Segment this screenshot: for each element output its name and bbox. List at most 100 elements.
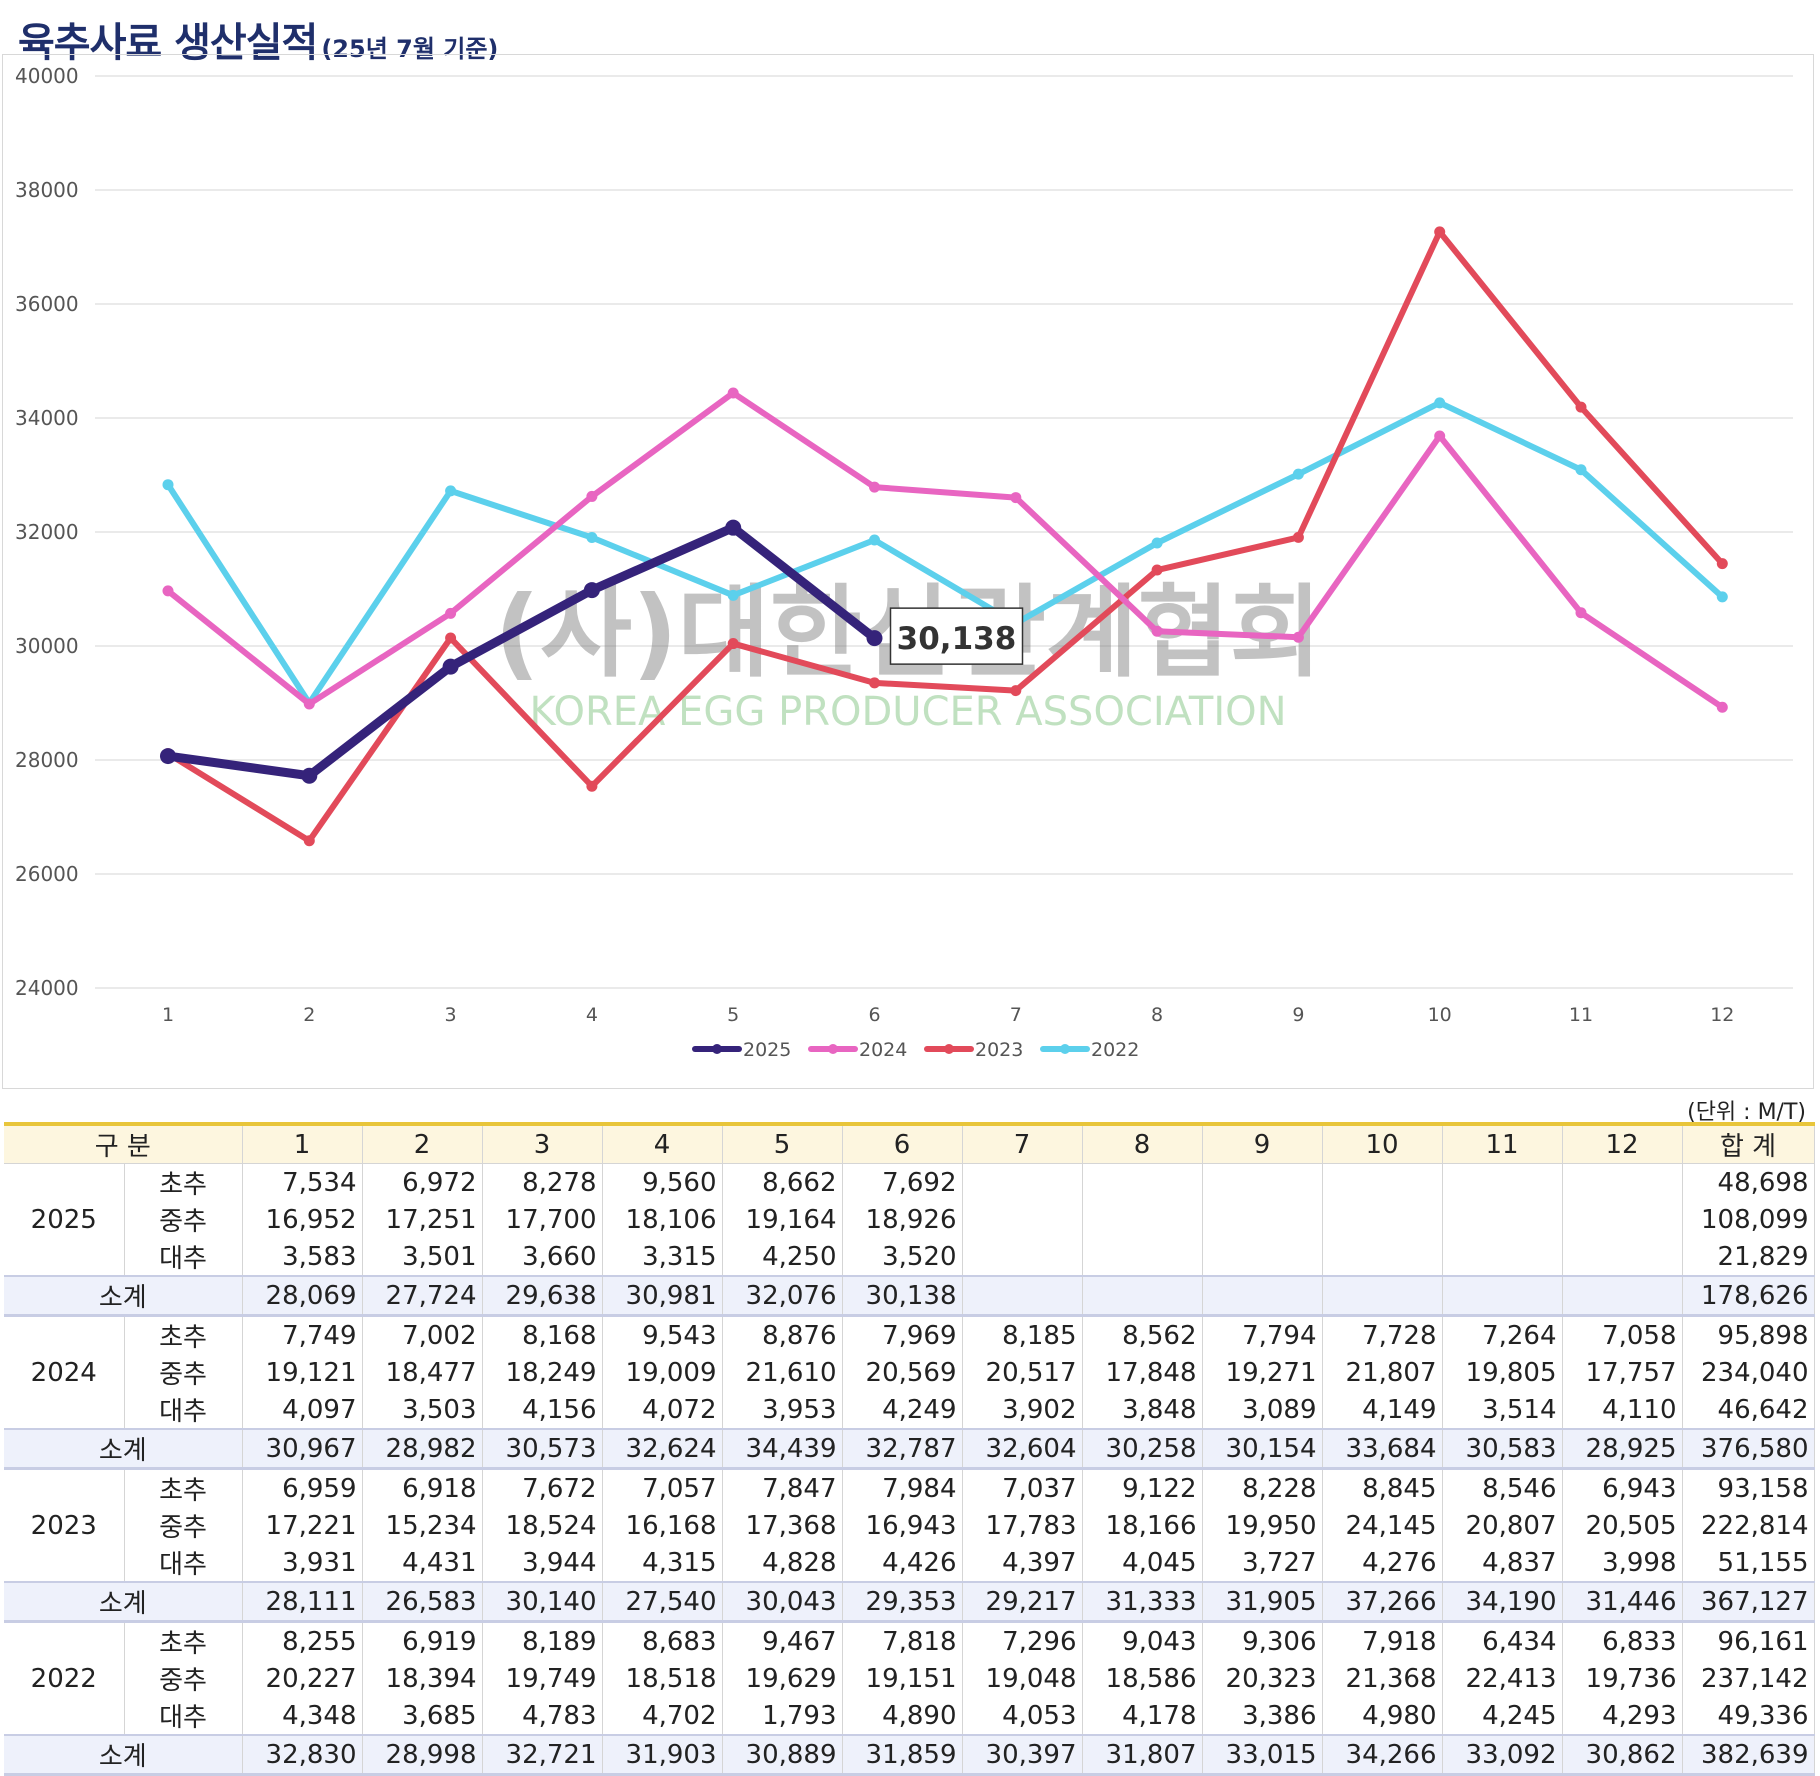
table-cell: 3,503 [362,1391,483,1429]
subtotal-cell: 30,967 [242,1428,363,1470]
subtotal-cell: 31,903 [602,1734,723,1776]
data-point-2024 [162,585,174,597]
row-label: 중추 [124,1201,243,1238]
table-cell: 17,700 [482,1201,603,1238]
table-row: 2025 초추 7,534 6,972 8,278 9,560 8,662 7,692 48,6… [4,1163,1815,1277]
y-tick-label: 30000 [15,634,79,658]
table-cell: 20,505 [1562,1507,1683,1544]
subtotal-cell: 33,092 [1442,1734,1563,1776]
data-point-2023 [1716,558,1728,570]
table-cell: 3,998 [1562,1544,1683,1582]
data-point-2024 [1010,492,1022,504]
data-point-2023 [445,632,457,644]
table-cell: 4,397 [962,1544,1083,1582]
x-tick-label: 8 [1151,1004,1163,1026]
table-cell: 18,394 [362,1660,483,1697]
row-total: 51,155 [1682,1544,1815,1582]
subtotal-total: 178,626 [1682,1275,1815,1317]
table-cell [1202,1163,1323,1201]
subtotal-cell: 30,862 [1562,1734,1683,1776]
table-cell: 9,122 [1082,1468,1203,1507]
subtotal-cell: 30,043 [722,1581,843,1623]
table-cell: 3,727 [1202,1544,1323,1582]
table-cell: 4,110 [1562,1391,1683,1429]
table-cell: 16,168 [602,1507,723,1544]
table-cell [1322,1163,1443,1201]
table-cell [1442,1238,1563,1276]
annotation-label: 30,138 [897,621,1017,657]
table-cell: 4,156 [482,1391,603,1429]
data-point-2024 [303,698,315,710]
table-cell: 6,833 [1562,1621,1683,1660]
row-label: 중추 [124,1660,243,1697]
subtotal-cell: 31,446 [1562,1581,1683,1623]
subtotal-cell: 32,721 [482,1734,603,1776]
subtotal-total: 367,127 [1682,1581,1815,1623]
header-category: 구 분 [4,1122,243,1164]
subtotal-cell: 30,889 [722,1734,843,1776]
table-cell: 17,757 [1562,1354,1683,1391]
table-cell: 4,293 [1562,1697,1683,1735]
y-tick-label: 36000 [15,292,79,316]
table-cell: 8,255 [242,1621,363,1660]
table-cell: 8,278 [482,1163,603,1201]
year-label: 2022 [4,1621,125,1736]
data-point-2024 [445,607,457,619]
table-cell [1562,1238,1683,1276]
table-cell: 8,189 [482,1621,603,1660]
header-total: 합 계 [1682,1122,1815,1164]
x-tick-label: 11 [1569,1004,1593,1026]
table-cell: 17,848 [1082,1354,1203,1391]
row-total: 21,829 [1682,1238,1815,1276]
subtotal-cell: 30,258 [1082,1428,1203,1470]
data-point-2024 [1292,631,1304,643]
header-month: 1 [242,1122,363,1164]
y-tick-label: 38000 [15,178,79,202]
header-month: 10 [1322,1122,1443,1164]
table-cell: 22,413 [1442,1660,1563,1697]
table-cell: 8,228 [1202,1468,1323,1507]
table-cell: 8,546 [1442,1468,1563,1507]
table-cell: 18,586 [1082,1660,1203,1697]
data-point-2023 [1151,564,1163,576]
series-line-2024 [165,389,1726,711]
table-cell: 7,058 [1562,1315,1683,1354]
chart-frame: 24000 26000 28000 30000 32000 34000 36000 38000… [2,54,1814,1089]
table-cell: 3,583 [242,1238,363,1276]
subtotal-label: 소계 [4,1428,243,1470]
table-cell: 4,702 [602,1697,723,1735]
table-cell: 18,249 [482,1354,603,1391]
data-point-2022 [1292,468,1304,480]
data-point-2022 [1151,537,1163,549]
row-total: 95,898 [1682,1315,1815,1354]
row-total: 96,161 [1682,1621,1815,1660]
table-cell: 17,783 [962,1507,1083,1544]
table-cell: 7,794 [1202,1315,1323,1354]
table-cell: 17,368 [722,1507,843,1544]
y-tick-label: 28000 [15,748,79,772]
subtotal-cell: 28,998 [362,1734,483,1776]
table-cell: 4,250 [722,1238,843,1276]
table-cell: 9,467 [722,1621,843,1660]
x-tick-label: 2 [303,1004,315,1026]
table-cell: 9,560 [602,1163,723,1201]
series-line-2023 [165,228,1726,844]
table-cell: 3,660 [482,1238,603,1276]
y-tick-label: 40000 [15,64,79,88]
table-cell: 6,918 [362,1468,483,1507]
table-cell: 6,434 [1442,1621,1563,1660]
subtotal-label: 소계 [4,1275,243,1317]
legend-dot-2023 [944,1044,954,1054]
unit-label: (단위 : M/T) [1687,1100,1806,1125]
subtotal-cell: 34,439 [722,1428,843,1470]
table-cell: 6,919 [362,1621,483,1660]
data-point-2025 [301,767,318,784]
table-cell: 7,692 [842,1163,963,1201]
subtotal-row: 소계 28,069 27,724 29,638 30,981 32,076 30,138 17… [4,1275,1815,1317]
row-label: 대추 [124,1238,243,1276]
table-cell: 20,227 [242,1660,363,1697]
subtotal-total: 376,580 [1682,1428,1815,1470]
table-cell: 3,514 [1442,1391,1563,1429]
table-cell [1442,1201,1563,1238]
title-sub: (25년 7월 기준) [321,35,499,63]
